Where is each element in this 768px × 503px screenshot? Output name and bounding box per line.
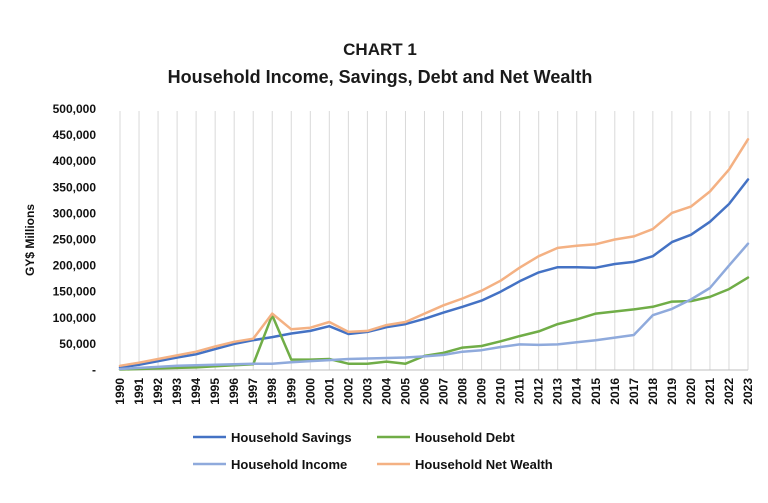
legend-item: Household Savings: [193, 430, 352, 445]
y-tick-label: 300,000: [53, 206, 97, 220]
chart-subtitle: Household Income, Savings, Debt and Net …: [168, 67, 593, 87]
y-tick-label: 200,000: [53, 259, 97, 273]
legend-item: Household Debt: [377, 430, 515, 445]
y-tick-label: 50,000: [59, 337, 96, 351]
x-tick-label: 1994: [189, 378, 203, 405]
legend-item: Household Income: [193, 457, 347, 472]
x-tick-label: 1990: [113, 378, 127, 405]
x-tick-label: 2015: [589, 378, 603, 405]
series-line-household-savings: [118, 178, 750, 369]
y-tick-label: 350,000: [53, 180, 97, 194]
legend-label: Household Net Wealth: [415, 457, 553, 472]
series-line-household-income: [118, 242, 750, 371]
grid: [119, 111, 749, 371]
x-tick-label: 1999: [284, 378, 298, 405]
x-tick-label: 1995: [208, 378, 222, 405]
x-tick-label: 2000: [303, 378, 317, 405]
y-axis-label: GY$ Millions: [23, 204, 37, 276]
x-tick-label: 1992: [151, 378, 165, 405]
x-tick-label: 2022: [722, 378, 736, 405]
x-tick-label: 2007: [437, 378, 451, 405]
x-tick-label: 1996: [227, 378, 241, 405]
chart-title: CHART 1: [343, 40, 417, 59]
y-tick-label: 400,000: [53, 154, 97, 168]
x-tick-label: 2003: [360, 378, 374, 405]
y-tick-label: 250,000: [53, 233, 97, 247]
x-tick-label: 2005: [398, 378, 412, 405]
y-tick-label: 450,000: [53, 128, 97, 142]
x-tick-label: 2001: [322, 378, 336, 405]
x-axis-ticks: 1990 1991 1992 1993 1994 1995 1996 1997 1998 1999…: [113, 378, 755, 405]
x-tick-label: 2002: [341, 378, 355, 405]
x-tick-label: 2008: [456, 378, 470, 405]
legend: Household Savings Household Debt Household…: [193, 430, 553, 472]
x-tick-label: 2006: [417, 378, 431, 405]
x-tick-label: 2023: [741, 378, 755, 405]
x-tick-label: 1993: [170, 378, 184, 405]
x-tick-label: 2013: [551, 378, 565, 405]
x-tick-label: 2014: [570, 378, 584, 405]
x-tick-label: 2009: [475, 378, 489, 405]
x-tick-label: 2016: [608, 378, 622, 405]
x-tick-label: 2017: [627, 378, 641, 405]
x-tick-label: 1997: [246, 378, 260, 405]
legend-label: Household Savings: [231, 430, 352, 445]
x-tick-label: 2004: [379, 378, 393, 405]
series-lines: [118, 138, 750, 371]
y-tick-label: 100,000: [53, 311, 97, 325]
x-tick-label: 2019: [665, 378, 679, 405]
y-axis-ticks: - 50,000 100,000 150,000 200,000 250,000 300,0…: [53, 102, 97, 377]
x-tick-label: 2020: [684, 378, 698, 405]
series-line-household-net-wealth: [118, 138, 750, 368]
y-tick-label: 150,000: [53, 285, 97, 299]
x-tick-label: 2012: [532, 378, 546, 405]
legend-label: Household Debt: [415, 430, 515, 445]
x-tick-label: 2011: [513, 378, 527, 404]
x-tick-label: 2010: [494, 378, 508, 405]
x-tick-label: 1991: [132, 378, 146, 405]
y-tick-label: -: [92, 363, 96, 377]
x-tick-label: 1998: [265, 378, 279, 405]
x-tick-label: 2018: [646, 378, 660, 405]
x-tick-label: 2021: [703, 378, 717, 405]
legend-label: Household Income: [231, 457, 347, 472]
y-tick-label: 500,000: [53, 102, 97, 116]
legend-item: Household Net Wealth: [377, 457, 553, 472]
